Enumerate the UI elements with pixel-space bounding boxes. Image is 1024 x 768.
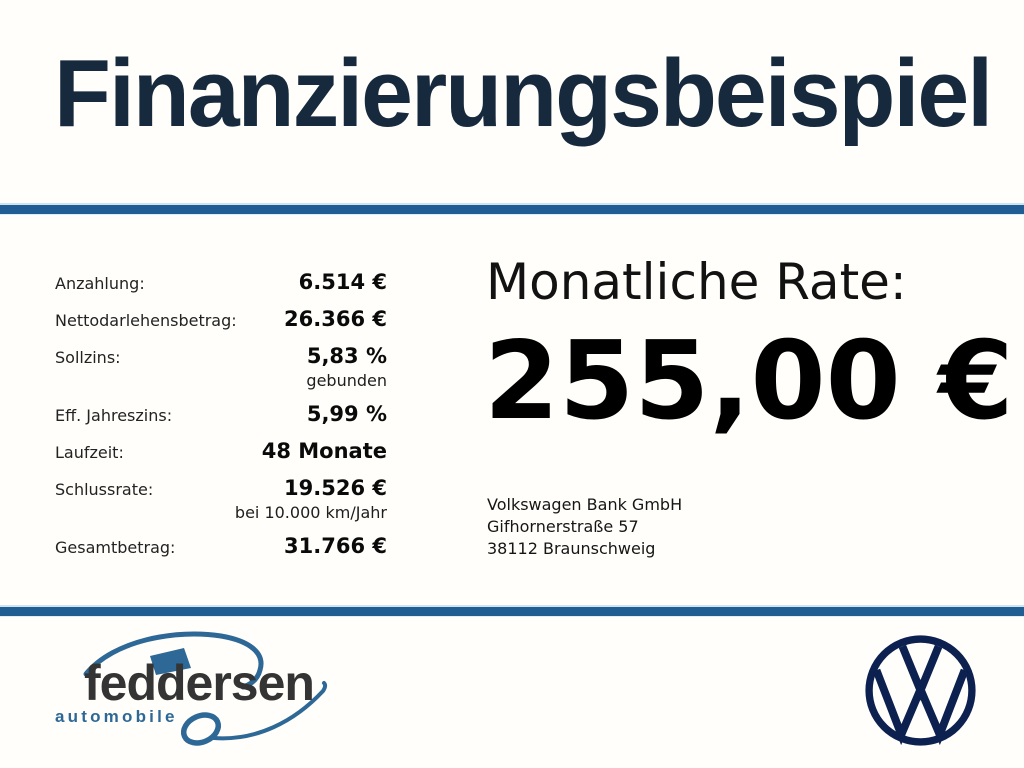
finance-label: Schlussrate: bbox=[55, 480, 154, 499]
bank-address-line: Volkswagen Bank GmbH bbox=[487, 495, 683, 514]
finance-row-schlussrate: Schlussrate: 19.526 € bei 10.000 km/Jahr bbox=[55, 476, 387, 522]
finance-value: 5,83 % bbox=[306, 344, 387, 368]
finance-row-nettodarlehensbetrag: Nettodarlehensbetrag: 26.366 € bbox=[55, 307, 387, 332]
finance-value: 31.766 € bbox=[284, 534, 387, 558]
volkswagen-logo-icon bbox=[865, 635, 976, 746]
finance-note: bei 10.000 km/Jahr bbox=[234, 503, 387, 522]
bank-address-line: 38112 Braunschweig bbox=[487, 539, 656, 558]
car-wheel-icon bbox=[180, 712, 222, 746]
finance-label: Sollzins: bbox=[55, 348, 121, 367]
finance-value: 5,99 % bbox=[306, 402, 387, 426]
finance-label: Laufzeit: bbox=[55, 443, 124, 462]
car-sketch-icon bbox=[83, 631, 328, 741]
dealer-name-text: feddersen bbox=[84, 655, 314, 711]
finance-value: 48 Monate bbox=[261, 439, 387, 463]
feddersen-dealer-logo: feddersen automobile bbox=[55, 631, 328, 746]
finance-row-eff-jahreszins: Eff. Jahreszins: 5,99 % bbox=[55, 402, 387, 427]
finance-row-sollzins: Sollzins: 5,83 % gebunden bbox=[55, 344, 387, 390]
finance-note: gebunden bbox=[306, 371, 387, 390]
finance-row-anzahlung: Anzahlung: 6.514 € bbox=[55, 270, 387, 295]
finance-value: 6.514 € bbox=[298, 270, 387, 294]
bank-address: Volkswagen Bank GmbH Gifhornerstraße 57 … bbox=[487, 494, 682, 560]
finance-row-gesamtbetrag: Gesamtbetrag: 31.766 € bbox=[55, 534, 387, 559]
finance-label: Anzahlung: bbox=[55, 274, 145, 293]
bank-address-line: Gifhornerstraße 57 bbox=[487, 517, 639, 536]
finance-label: Gesamtbetrag: bbox=[55, 538, 176, 557]
finance-table: Anzahlung: 6.514 € Nettodarlehensbetrag:… bbox=[55, 270, 387, 571]
car-window-shape bbox=[150, 648, 191, 675]
monthly-rate-heading: Monatliche Rate: bbox=[486, 253, 907, 311]
bottom-divider bbox=[0, 605, 1024, 617]
finance-value: 26.366 € bbox=[284, 307, 387, 331]
page-title: Finanzierungsbeispiel bbox=[54, 40, 993, 147]
finance-value: 19.526 € bbox=[284, 476, 387, 500]
monthly-rate-amount: 255,00 € bbox=[484, 319, 1014, 444]
dealer-sub-text: automobile bbox=[55, 707, 178, 726]
top-divider bbox=[0, 203, 1024, 215]
finance-label: Eff. Jahreszins: bbox=[55, 406, 173, 425]
finance-row-laufzeit: Laufzeit: 48 Monate bbox=[55, 439, 387, 464]
finance-label: Nettodarlehensbetrag: bbox=[55, 311, 237, 330]
